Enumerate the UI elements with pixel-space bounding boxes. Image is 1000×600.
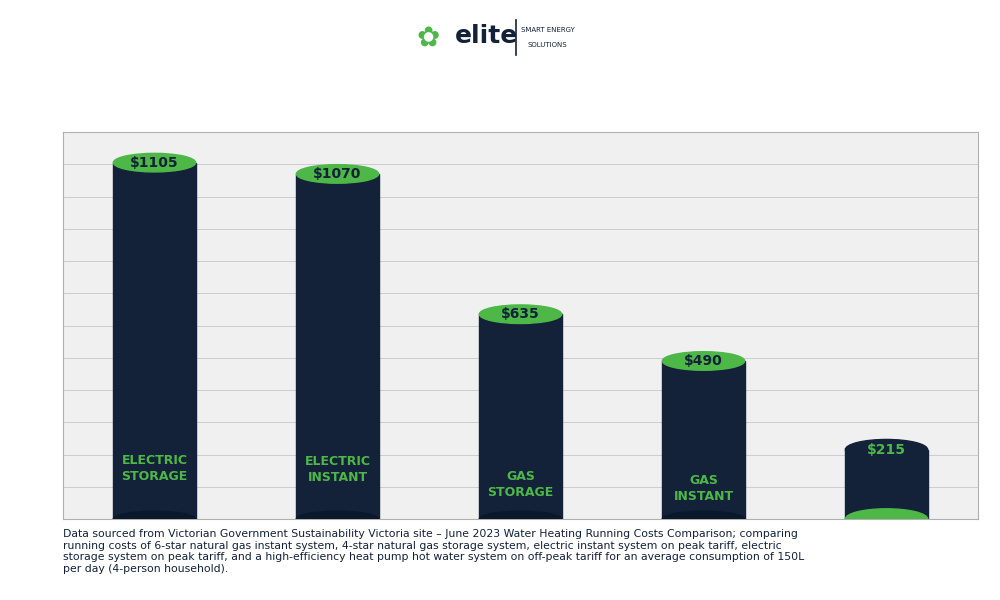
Text: Data sourced from Victorian Government Sustainability Victoria site – June 2023 : Data sourced from Victorian Government S… xyxy=(63,529,804,574)
Text: GAS
STORAGE: GAS STORAGE xyxy=(487,470,554,499)
Ellipse shape xyxy=(662,352,745,370)
Ellipse shape xyxy=(845,509,928,529)
Bar xyxy=(479,314,562,519)
Text: SMART ENERGY: SMART ENERGY xyxy=(521,27,575,33)
Ellipse shape xyxy=(662,511,745,527)
Text: SOLUTIONS: SOLUTIONS xyxy=(528,42,567,48)
Text: $635: $635 xyxy=(501,307,540,321)
Bar xyxy=(113,163,196,519)
Ellipse shape xyxy=(296,164,379,183)
Ellipse shape xyxy=(113,511,196,527)
Ellipse shape xyxy=(479,305,562,323)
Text: ELECTRIC
STORAGE: ELECTRIC STORAGE xyxy=(121,454,188,484)
Bar xyxy=(845,449,928,519)
Text: ELECTRIC
INSTANT: ELECTRIC INSTANT xyxy=(304,455,370,484)
Text: ✿: ✿ xyxy=(417,23,440,52)
Ellipse shape xyxy=(845,439,928,460)
Text: $1070: $1070 xyxy=(313,167,362,181)
Ellipse shape xyxy=(113,154,196,172)
Text: GAS
INSTANT: GAS INSTANT xyxy=(673,474,734,503)
Text: $215: $215 xyxy=(867,443,906,457)
Ellipse shape xyxy=(479,511,562,527)
Ellipse shape xyxy=(296,511,379,527)
Bar xyxy=(296,174,379,519)
Text: elite: elite xyxy=(455,25,518,49)
Text: HEAT PUMP: HEAT PUMP xyxy=(846,488,927,501)
Text: $1105: $1105 xyxy=(130,155,179,170)
Bar xyxy=(662,361,745,519)
Text: $490: $490 xyxy=(684,354,723,368)
